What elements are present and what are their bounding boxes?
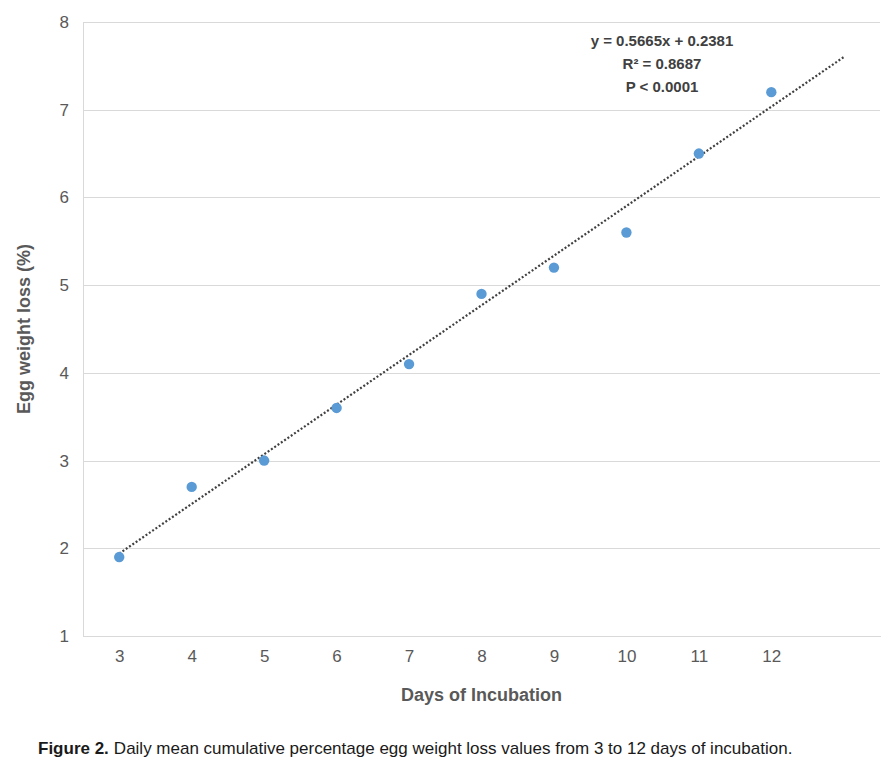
x-tick-label: 10 (617, 647, 636, 666)
x-tick-label: 12 (762, 647, 781, 666)
plot-area (114, 57, 844, 562)
annotation: y = 0.5665x + 0.2381 (591, 32, 734, 49)
x-tick: 6 (332, 636, 341, 666)
x-tick: 3 (115, 636, 124, 666)
caption: Figure 2. Daily mean cumulative percentag… (38, 739, 792, 758)
y-tick-label: 7 (60, 101, 69, 120)
trend-line (119, 57, 844, 553)
x-tick-label: 5 (260, 647, 269, 666)
y-tick: 5 (60, 276, 880, 295)
y-axis-title: Egg weight loss (%) (14, 244, 34, 414)
y-tick-label: 1 (60, 627, 69, 646)
data-point (621, 227, 631, 237)
grid-line (83, 197, 880, 198)
grid-line (83, 373, 880, 374)
y-axis: 1 2 3 4 5 6 7 8 (60, 13, 880, 646)
data-point (331, 403, 341, 413)
y-tick-label: 4 (60, 364, 69, 383)
y-tick-label: 6 (60, 188, 69, 207)
x-tick-label: 8 (477, 647, 486, 666)
caption-text: Daily mean cumulative percentage egg wei… (114, 739, 793, 758)
data-point (404, 359, 414, 369)
data-point (549, 262, 559, 272)
grid-line (83, 636, 880, 637)
y-tick: 3 (60, 452, 880, 471)
x-tick-label: 11 (691, 647, 709, 666)
data-point (694, 148, 704, 158)
annotation: R² = 0.8687 (623, 55, 702, 72)
y-tick: 8 (60, 13, 880, 32)
x-tick: 8 (477, 636, 486, 666)
y-tick: 4 (60, 364, 880, 383)
y-tick: 1 (60, 627, 880, 646)
x-axis-line (84, 636, 881, 637)
x-tick-label: 6 (332, 647, 341, 666)
y-tick: 2 (60, 539, 880, 558)
y-axis-line (83, 23, 84, 637)
grid-line (83, 461, 880, 462)
annotation: P < 0.0001 (626, 78, 699, 95)
y-tick-label: 3 (60, 452, 69, 471)
x-tick-label: 4 (187, 647, 196, 666)
y-tick-label: 5 (60, 276, 69, 295)
grid-line (83, 548, 880, 549)
chart: 123456783456789101112y = 0.5665x + 0.238… (0, 0, 896, 766)
x-tick: 12 (762, 636, 781, 666)
grid-line (83, 22, 880, 23)
x-axis: 3 4 5 6 7 8 9 10 11 12 (84, 636, 881, 666)
data-point (186, 482, 196, 492)
x-tick: 9 (550, 636, 559, 666)
y-tick-label: 8 (60, 13, 69, 32)
data-point (259, 455, 269, 465)
x-tick: 7 (405, 636, 414, 666)
data-point (766, 87, 776, 97)
x-tick-label: 7 (405, 647, 414, 666)
x-tick: 10 (617, 636, 636, 666)
y-tick-label: 2 (60, 539, 69, 558)
x-tick: 11 (691, 636, 709, 666)
data-point (114, 552, 124, 562)
grid-line (83, 110, 880, 111)
x-axis-title: Days of Incubation (401, 685, 562, 705)
x-tick: 5 (260, 636, 269, 666)
x-tick: 4 (187, 636, 196, 666)
caption-label: Figure 2. (38, 739, 109, 758)
y-tick: 6 (60, 188, 880, 207)
grid-line (83, 285, 880, 286)
data-point (476, 289, 486, 299)
x-tick-label: 3 (115, 647, 124, 666)
x-tick-label: 9 (550, 647, 559, 666)
